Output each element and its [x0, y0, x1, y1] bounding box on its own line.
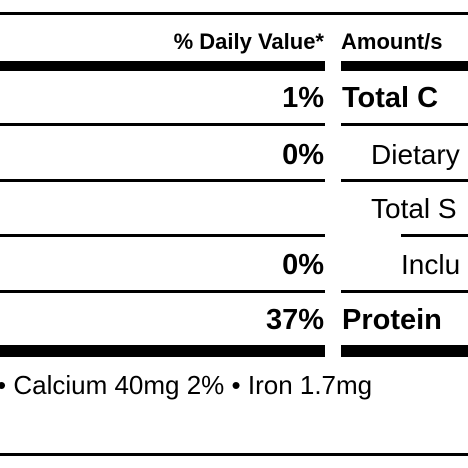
row-divider-right [341, 290, 468, 293]
nutrient-total-sugars: Total S [371, 193, 457, 224]
row-divider-left [0, 234, 325, 237]
dv-protein: 37% [265, 304, 324, 336]
row-divider-left [0, 123, 325, 126]
top-rule [0, 12, 468, 15]
header-thick-rule-right [341, 61, 468, 71]
protein-thick-rule-right [341, 345, 468, 357]
nutrient-total-carbohydrate: Total C [342, 82, 439, 114]
dv-dietary-fiber: 0% [282, 139, 324, 171]
row-divider-right [341, 179, 468, 182]
amount-per-serving-header: Amount/s [341, 29, 443, 54]
daily-value-header: % Daily Value* [173, 29, 324, 54]
dv-added-sugars: 0% [282, 249, 324, 281]
nutrient-protein: Protein [342, 304, 442, 336]
nutrient-added-sugars: Inclu [401, 249, 461, 280]
minerals-line: • Calcium 40mg 2% • Iron 1.7mg [0, 370, 373, 400]
nutrient-dietary-fiber: Dietary [371, 139, 460, 170]
protein-thick-rule-left [0, 345, 325, 357]
row-divider-left [0, 290, 325, 293]
row-divider-right [341, 123, 468, 126]
bottom-rule [0, 453, 468, 456]
row-divider-right [401, 234, 468, 237]
row-divider-left [0, 179, 325, 182]
dv-total-carbohydrate: 1% [282, 82, 324, 114]
header-thick-rule-left [0, 61, 325, 71]
